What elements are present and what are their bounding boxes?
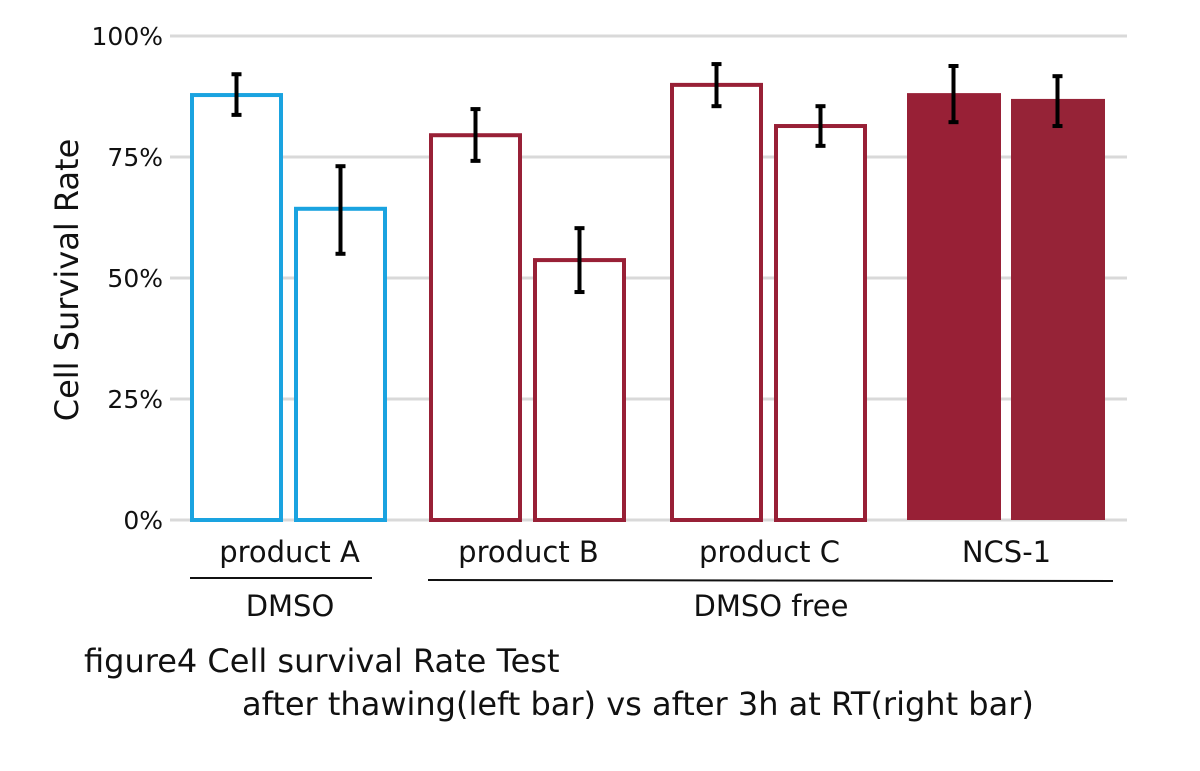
bar (670, 82, 763, 522)
y-tick-label: 0% (123, 506, 163, 535)
bar (190, 93, 283, 522)
bar (533, 258, 626, 522)
chart-subtitle: after thawing(left bar) vs after 3h at R… (242, 685, 1034, 723)
bar (774, 124, 867, 523)
group-label: DMSO (246, 589, 335, 623)
x-tick-label: NCS-1 (962, 535, 1051, 569)
y-tick-label: 50% (107, 264, 163, 293)
x-tick-label: product A (219, 535, 360, 569)
bar (294, 206, 387, 522)
group-label: DMSO free (694, 589, 849, 623)
y-tick-label: 25% (107, 385, 163, 414)
y-tick-label: 100% (92, 22, 163, 51)
group-bracket (427, 579, 1114, 582)
x-tick-label: product C (699, 535, 840, 569)
bar (907, 93, 1001, 520)
bar (1011, 98, 1105, 521)
x-tick-label: product B (458, 535, 599, 569)
bar (429, 133, 522, 522)
chart-title: figure4 Cell survival Rate Test (84, 642, 560, 680)
y-axis-label: Cell Survival Rate (48, 139, 86, 422)
y-tick-label: 75% (107, 143, 163, 172)
